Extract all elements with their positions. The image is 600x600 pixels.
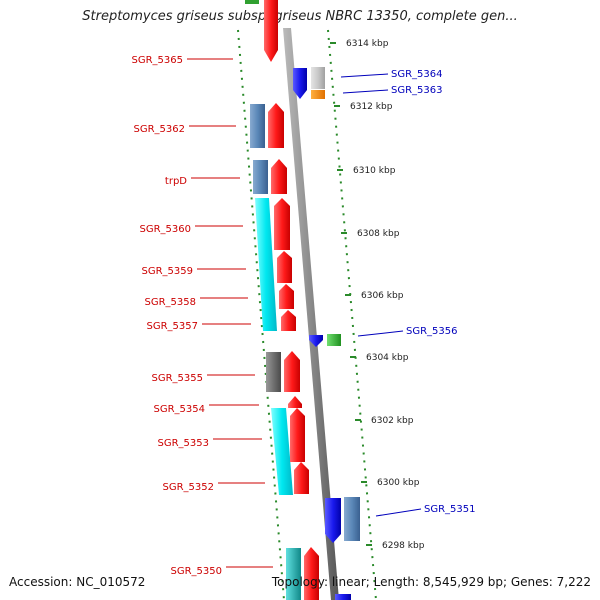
gene-cyan-operon-2[interactable]: [271, 408, 293, 495]
gene-sgr-5357[interactable]: [281, 310, 296, 331]
right-gene-label[interactable]: SGR_5351: [424, 504, 476, 515]
gene-sgr-5354[interactable]: [288, 396, 302, 408]
left-gene-label[interactable]: SGR_5359: [142, 266, 194, 277]
left-gene-label[interactable]: SGR_5360: [140, 224, 192, 235]
gene-fragment: [245, 0, 259, 4]
gene-sgr-5352[interactable]: [294, 462, 309, 494]
gene-sgr-5355[interactable]: [284, 351, 300, 392]
left-gene-label[interactable]: SGR_5355: [152, 373, 204, 384]
scale-ticks: 6314 kbp 6312 kbp 6310 kbp 6308 kbp 6306 kbp…: [330, 39, 425, 551]
left-gene-label[interactable]: SGR_5365: [132, 55, 184, 66]
chromosome-backbone: [283, 28, 339, 600]
topology-label: Topology: linear; Length: 8,545,929 bp; …: [271, 575, 591, 589]
accession-label: Accession: NC_010572: [9, 575, 146, 589]
left-gene-label[interactable]: SGR_5362: [134, 124, 186, 135]
gene-trpd[interactable]: [271, 159, 287, 194]
gene-sgr-5362[interactable]: [268, 103, 284, 148]
right-label-leader: [357, 330, 404, 337]
gene-bottom-fragment[interactable]: [335, 594, 351, 600]
left-gene-label[interactable]: SGR_5358: [145, 297, 197, 308]
gene-sgr-5356[interactable]: [309, 335, 323, 347]
gene-sgr-5358[interactable]: [279, 284, 294, 309]
gene-sgr-5351-partner[interactable]: [344, 497, 360, 541]
scale-tick-label: 6308 kbp: [357, 229, 400, 239]
left-gene-label[interactable]: SGR_5357: [147, 321, 199, 332]
scale-tick-label: 6312 kbp: [350, 102, 393, 112]
plus-strand-genes: [245, 0, 319, 600]
gene-cyan-operon[interactable]: [255, 198, 277, 331]
minus-strand-genes: [293, 67, 360, 600]
right-label-leader: [375, 508, 422, 517]
left-gene-label[interactable]: SGR_5352: [163, 482, 215, 493]
left-gene-label[interactable]: SGR_5353: [158, 438, 210, 449]
gene-sgr-5353[interactable]: [290, 408, 305, 462]
scale-tick-label: 6314 kbp: [346, 39, 389, 49]
left-gene-label[interactable]: SGR_5354: [154, 404, 206, 415]
gene-sgr-5350[interactable]: [304, 547, 319, 600]
scale-tick-label: 6310 kbp: [353, 166, 396, 176]
gene-sgr-5362-partner[interactable]: [250, 104, 265, 148]
scale-tick-label: 6306 kbp: [361, 291, 404, 301]
left-gene-labels: SGR_5365 SGR_5362 trpD SGR_5360 SGR_5359 SGR_…: [132, 55, 273, 577]
gene-sgr-5350-partner[interactable]: [286, 548, 301, 600]
left-gene-label[interactable]: SGR_5350: [171, 566, 223, 577]
gene-sgr-5351[interactable]: [325, 498, 341, 543]
right-label-leader: [340, 73, 389, 78]
right-label-leader: [342, 89, 389, 94]
gene-sgr-5355-partner[interactable]: [266, 352, 281, 392]
scale-tick-label: 6300 kbp: [377, 478, 420, 488]
scale-tick-label: 6304 kbp: [366, 353, 409, 363]
gene-sgr-5363[interactable]: [311, 90, 325, 99]
gene-sgr-5359[interactable]: [277, 251, 292, 283]
gene-sgr-5364[interactable]: [293, 68, 307, 99]
left-gene-label[interactable]: trpD: [165, 176, 187, 187]
right-gene-labels: SGR_5364 SGR_5363 SGR_5356 SGR_5351: [340, 69, 476, 517]
gene-sgr-5364-partner[interactable]: [311, 67, 325, 89]
scale-tick-label: 6302 kbp: [371, 416, 414, 426]
gene-sgr-5360[interactable]: [274, 198, 290, 250]
gene-trpd-partner[interactable]: [253, 160, 268, 194]
right-gene-label[interactable]: SGR_5363: [391, 85, 443, 96]
right-gene-label[interactable]: SGR_5364: [391, 69, 443, 80]
scale-tick-label: 6298 kbp: [382, 541, 425, 551]
genome-title: Streptomyces griseus subsp. griseus NBRC…: [82, 9, 518, 24]
right-gene-label[interactable]: SGR_5356: [406, 326, 458, 337]
gene-sgr-5356-partner[interactable]: [327, 334, 341, 346]
gene-sgr-5365[interactable]: [264, 0, 278, 62]
